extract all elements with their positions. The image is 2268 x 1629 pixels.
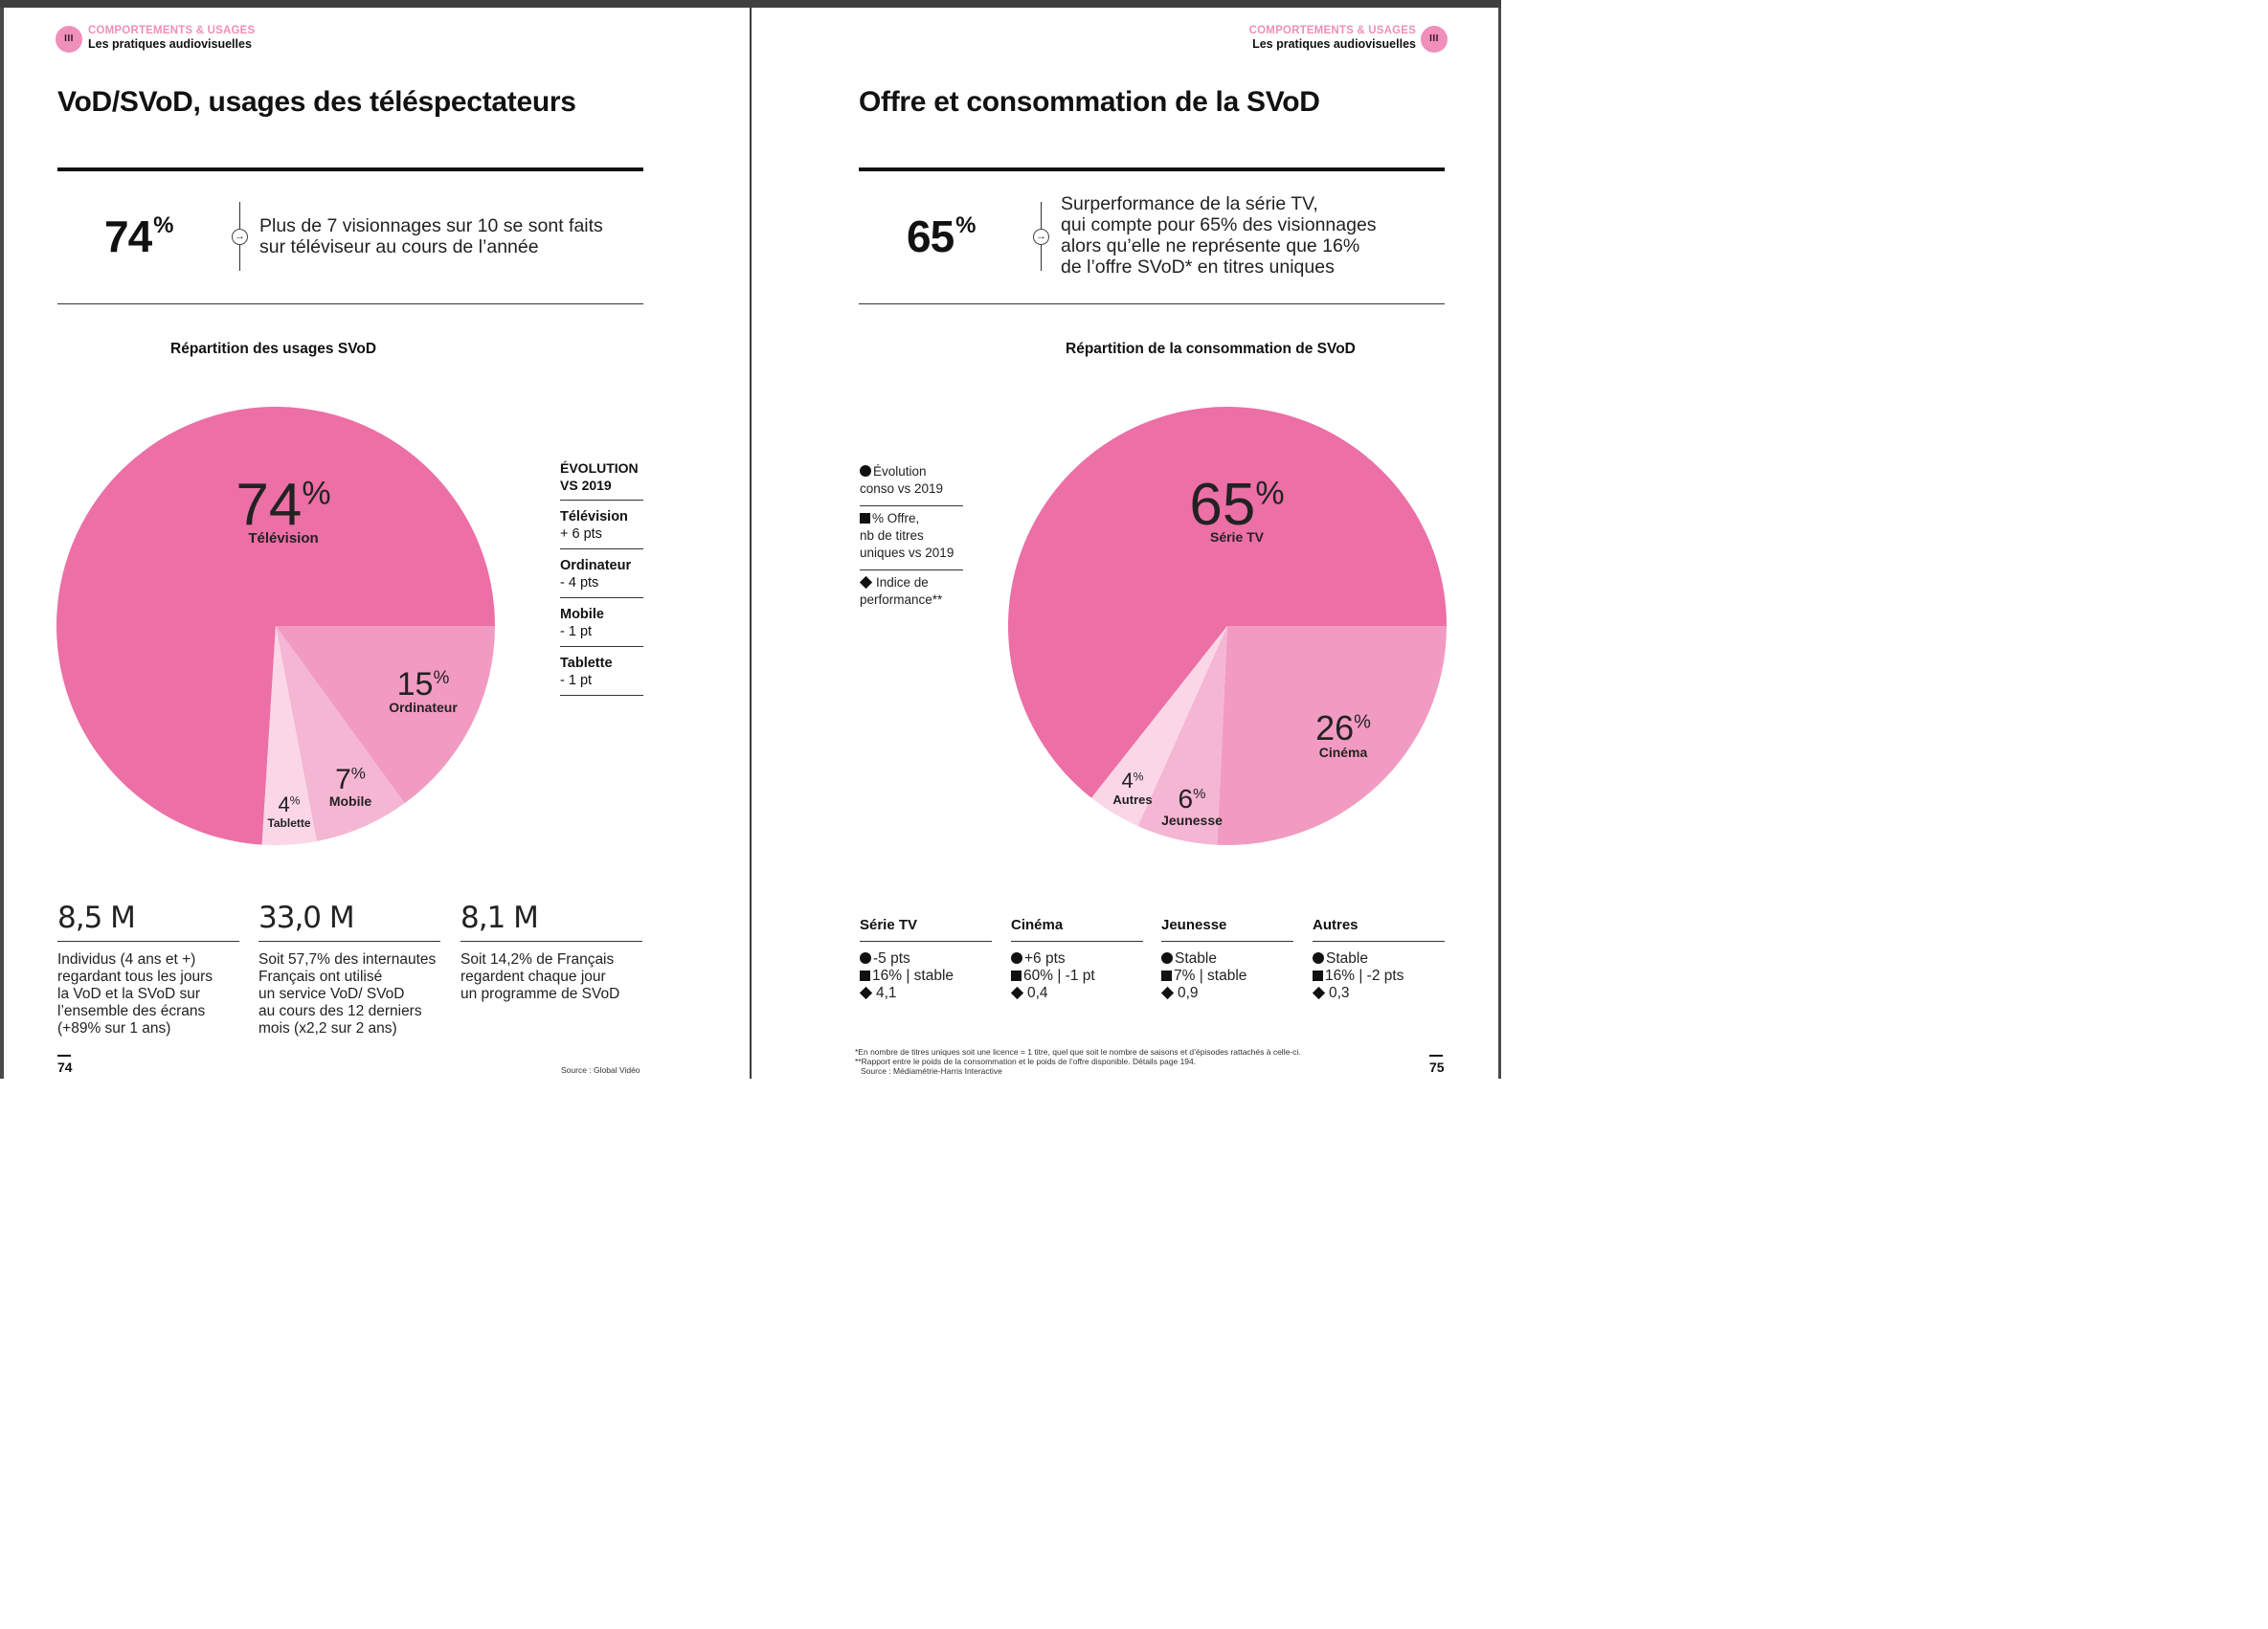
square-icon xyxy=(1313,971,1323,981)
chart-legend: Évolution conso vs 2019 % Offre, nb de tit… xyxy=(859,459,963,616)
category-column: Autres Stable 16% | -2 pts 0,3 xyxy=(1312,917,1445,1002)
square-icon xyxy=(860,971,870,981)
source-note: Source : Global Vidéo xyxy=(561,1065,640,1075)
slice-category-label: Autres xyxy=(1112,792,1152,807)
pie-slice-mobile xyxy=(276,626,405,841)
pie-slice-autres xyxy=(1091,626,1227,827)
section-badge: III xyxy=(56,26,82,53)
slice-category-label: Tablette xyxy=(267,816,310,830)
title-rule xyxy=(859,167,1445,171)
category-column: Cinéma +6 pts 60% | -1 pt 0,4 xyxy=(1010,917,1143,1002)
category-name: Cinéma xyxy=(1011,917,1143,942)
stat-description: Soit 14,2% de Français regardent chaque j… xyxy=(460,951,620,1002)
footnote: *En nombre de titres uniques soit une li… xyxy=(855,1047,1301,1076)
diamond-icon xyxy=(859,986,873,1000)
right-page: COMPORTEMENTS & USAGES Les pratiques aud… xyxy=(752,8,1498,1079)
window-top-bar xyxy=(0,0,1501,8)
evolution-row: Télévision + 6 pts xyxy=(560,501,643,549)
circle-icon xyxy=(860,952,871,964)
slice-category-label: Télévision xyxy=(248,530,318,547)
arrow-right-icon: → xyxy=(232,229,248,245)
square-icon xyxy=(1011,971,1022,981)
diamond-icon xyxy=(1010,986,1024,1000)
legend-item: % Offre, nb de titres uniques vs 2019 xyxy=(860,506,963,570)
circle-icon xyxy=(1161,952,1173,964)
left-edge xyxy=(0,8,4,1079)
kpi-value: 74% xyxy=(104,212,174,261)
stat-description: Soit 57,7% des internautes Français ont u… xyxy=(258,951,437,1037)
header-subtitle: Les pratiques audiovisuelles xyxy=(88,37,252,51)
legend-item: Indice de performance** xyxy=(859,575,943,607)
arrow-right-icon: → xyxy=(1033,229,1049,245)
kpi-rule xyxy=(859,303,1445,304)
category-name: Autres xyxy=(1313,917,1445,942)
stat-value: 8,5 M xyxy=(57,901,239,942)
right-edge xyxy=(1498,8,1501,1079)
page-title: Offre et consommation de la SVoD xyxy=(859,86,1320,118)
slice-category-label: Jeunesse xyxy=(1161,813,1223,828)
evolution-table: ÉVOLUTION VS 2019 Télévision + 6 pts Ordi… xyxy=(560,459,643,696)
header-subtitle: Les pratiques audiovisuelles xyxy=(1252,37,1416,51)
pie-chart-usages: 74%Télévision15%Ordinateur7%Mobile4%Tabl… xyxy=(56,407,495,846)
pie-slice-tablette xyxy=(261,626,317,846)
kpi-text: Plus de 7 visionnages sur 10 se sont fai… xyxy=(259,215,603,257)
stat-block: 8,5 M Individus (4 ans et +) regardant to… xyxy=(57,901,239,1038)
category-column: Série TV -5 pts 16% | stable 4,1 xyxy=(859,917,992,1002)
square-icon xyxy=(1161,971,1172,981)
category-column: Jeunesse Stable 7% | stable 0,9 xyxy=(1160,917,1293,1002)
evolution-head: ÉVOLUTION VS 2019 xyxy=(560,459,643,501)
title-rule xyxy=(57,167,643,171)
circle-icon xyxy=(860,465,871,477)
slice-category-label: Cinéma xyxy=(1319,745,1368,760)
evolution-row: Mobile - 1 pt xyxy=(560,598,643,647)
pie-slice-t-l-vision xyxy=(56,407,495,845)
slice-value-label: 26% xyxy=(1315,708,1371,748)
legend-item: Évolution conso vs 2019 xyxy=(860,459,963,506)
diamond-icon xyxy=(1312,986,1326,1000)
pie-slice-cin-ma xyxy=(1217,626,1447,845)
page-title: VoD/SVoD, usages des téléspectateurs xyxy=(57,86,576,118)
diamond-icon xyxy=(1160,986,1175,1000)
header-category: COMPORTEMENTS & USAGES xyxy=(88,25,256,36)
kpi-rule xyxy=(57,303,643,304)
page-number: 74 xyxy=(57,1055,73,1075)
category-name: Série TV xyxy=(860,917,992,942)
evolution-row: Tablette - 1 pt xyxy=(560,647,643,696)
circle-icon xyxy=(1313,952,1324,964)
kpi-text: Surperformance de la série TV, qui compt… xyxy=(1061,193,1377,278)
page-gutter xyxy=(750,8,752,1079)
stat-value: 33,0 M xyxy=(258,901,440,942)
stat-block: 8,1 M Soit 14,2% de Français regardent ch… xyxy=(460,901,642,1003)
stat-block: 33,0 M Soit 57,7% des internautes Françai… xyxy=(258,901,440,1038)
page-number: 75 xyxy=(1429,1055,1445,1075)
stat-description: Individus (4 ans et +) regardant tous les… xyxy=(57,951,213,1037)
kpi-value: 65% xyxy=(907,212,977,261)
circle-icon xyxy=(1011,952,1022,964)
pie-slice-s-rie-tv xyxy=(1008,406,1447,798)
left-page: III COMPORTEMENTS & USAGES Les pratiques… xyxy=(4,8,750,1079)
evolution-row: Ordinateur - 4 pts xyxy=(560,549,643,598)
stat-value: 8,1 M xyxy=(460,901,642,942)
chart-title: Répartition de la consommation de SVoD xyxy=(1066,341,1356,357)
slice-category-label: Mobile xyxy=(329,793,372,809)
chart-title: Répartition des usages SVoD xyxy=(170,341,377,357)
category-name: Jeunesse xyxy=(1161,917,1293,942)
slice-category-label: Série TV xyxy=(1210,529,1265,545)
pie-slice-ordinateur xyxy=(276,626,495,804)
slice-category-label: Ordinateur xyxy=(389,700,458,715)
square-icon xyxy=(860,513,870,524)
header-category: COMPORTEMENTS & USAGES xyxy=(1248,25,1416,36)
section-badge: III xyxy=(1421,26,1448,53)
pie-slice-jeunesse xyxy=(1137,626,1227,845)
